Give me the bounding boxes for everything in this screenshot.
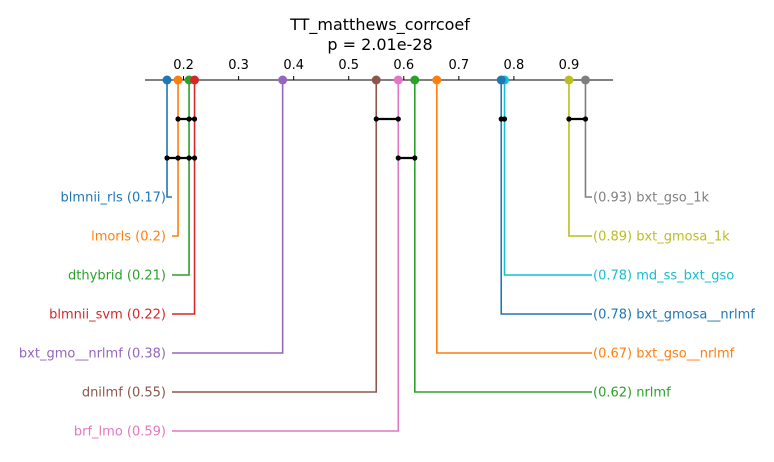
clique-dot xyxy=(191,116,198,122)
clique-dot xyxy=(412,155,418,161)
method-line xyxy=(172,80,196,315)
method-line xyxy=(172,80,190,276)
clique-dot xyxy=(175,116,181,122)
method-label: lmorls (0.2) xyxy=(91,230,166,245)
tick-label: 0.6 xyxy=(393,58,414,73)
rank-marker xyxy=(393,75,403,85)
method-label: (0.78) md_ss_bxt_gso xyxy=(593,269,734,284)
method-line xyxy=(500,80,592,315)
tick-label: 0.5 xyxy=(338,58,359,73)
tick-label: 0.4 xyxy=(283,58,304,73)
rank-marker xyxy=(580,75,590,85)
method-label: dnilmf (0.55) xyxy=(82,386,166,401)
method-line xyxy=(584,80,592,198)
rank-marker xyxy=(432,75,442,85)
rank-marker xyxy=(173,75,183,85)
tick-label: 0.9 xyxy=(559,58,580,73)
method-line xyxy=(568,80,592,237)
clique-dot xyxy=(186,155,192,161)
method-labels: blmnii_rls (0.17) lmorls (0.2) dthybrid (0… xyxy=(19,191,755,440)
rank-marker xyxy=(190,75,200,85)
clique-dot xyxy=(395,116,401,122)
method-line xyxy=(172,80,378,393)
tick-label: 0.3 xyxy=(228,58,249,73)
method-label: blmnii_svm (0.22) xyxy=(49,308,166,323)
axis-ticks: 0.2 0.3 0.4 0.5 0.6 0.7 0.8 0.9 xyxy=(173,58,579,80)
clique-bars xyxy=(164,116,589,161)
clique-dot xyxy=(186,116,192,122)
clique-dot xyxy=(164,155,170,161)
tick-label: 0.2 xyxy=(173,58,194,73)
method-label: bxt_gmo__nrlmf (0.38) xyxy=(19,347,166,362)
method-label: dthybrid (0.21) xyxy=(68,269,166,284)
method-line xyxy=(172,80,284,354)
method-line xyxy=(172,80,400,432)
method-lines xyxy=(166,80,592,432)
method-line xyxy=(436,80,592,354)
method-label: (0.93) bxt_gso_1k xyxy=(593,191,710,206)
rank-marker xyxy=(564,75,574,85)
method-label: (0.62) nrlmf xyxy=(593,386,671,401)
method-label: (0.78) bxt_gmosa__nrlmf xyxy=(593,308,755,323)
method-line xyxy=(172,80,179,237)
clique-dot xyxy=(566,116,572,122)
rank-marker xyxy=(410,75,420,85)
clique-dot xyxy=(582,116,589,122)
clique-dot xyxy=(395,155,401,161)
method-label: brf_lmo (0.59) xyxy=(74,425,166,440)
method-label: (0.67) bxt_gso__nrlmf xyxy=(593,347,735,362)
rank-marker xyxy=(278,75,288,85)
rank-markers xyxy=(162,75,590,85)
clique-dot xyxy=(498,116,504,122)
method-line xyxy=(166,80,172,198)
clique-dot xyxy=(373,116,379,122)
method-label: blmnii_rls (0.17) xyxy=(61,191,166,206)
rank-marker xyxy=(162,75,172,85)
tick-label: 0.7 xyxy=(448,58,469,73)
tick-label: 0.8 xyxy=(504,58,525,73)
method-line xyxy=(503,80,592,276)
chart-subtitle: p = 2.01e-28 xyxy=(327,35,432,54)
rank-marker xyxy=(371,75,381,85)
clique-dot xyxy=(175,155,181,161)
method-line xyxy=(413,80,592,393)
chart-title: TT_matthews_corrcoef xyxy=(289,15,470,35)
rank-marker xyxy=(496,75,506,85)
clique-dot xyxy=(191,155,198,161)
method-label: (0.89) bxt_gmosa_1k xyxy=(593,230,730,245)
